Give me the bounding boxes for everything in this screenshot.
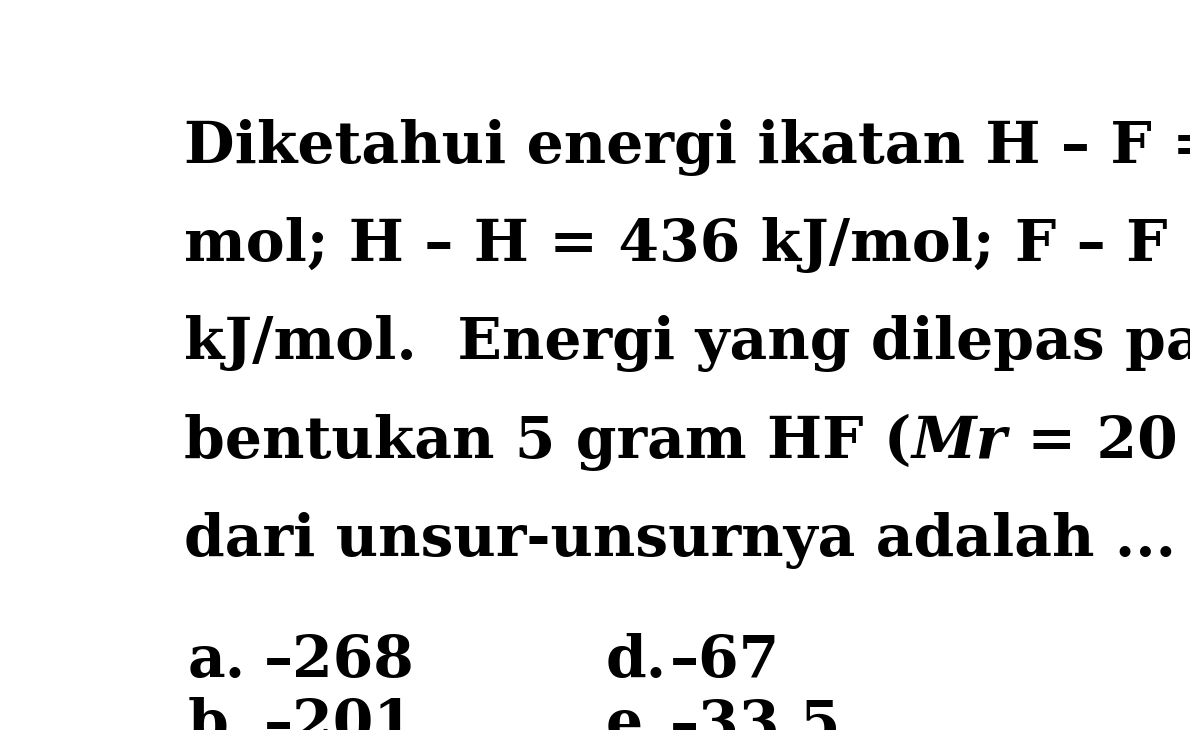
- Text: –268: –268: [264, 633, 415, 689]
- Text: d.: d.: [606, 633, 666, 689]
- Text: –33,5: –33,5: [670, 697, 841, 730]
- Text: = 20 kJ/mol): = 20 kJ/mol): [1007, 414, 1190, 470]
- Text: bentukan 5 gram HF (: bentukan 5 gram HF (: [183, 414, 912, 471]
- Text: mol; H – H = 436 kJ/mol; F – F = 158: mol; H – H = 436 kJ/mol; F – F = 158: [183, 217, 1190, 273]
- Text: b.: b.: [188, 697, 249, 730]
- Text: Mr: Mr: [912, 414, 1007, 470]
- Text: kJ/mol.  Energi yang dilepas pada pem-: kJ/mol. Energi yang dilepas pada pem-: [183, 315, 1190, 372]
- Text: dari unsur-unsurnya adalah ... kJ.: dari unsur-unsurnya adalah ... kJ.: [183, 512, 1190, 569]
- Text: Diketahui energi ikatan H – F = 565 kJ/: Diketahui energi ikatan H – F = 565 kJ/: [183, 118, 1190, 175]
- Text: e.: e.: [606, 697, 663, 730]
- Text: a.: a.: [188, 633, 245, 689]
- Text: –201: –201: [264, 697, 415, 730]
- Text: –67: –67: [670, 633, 781, 689]
